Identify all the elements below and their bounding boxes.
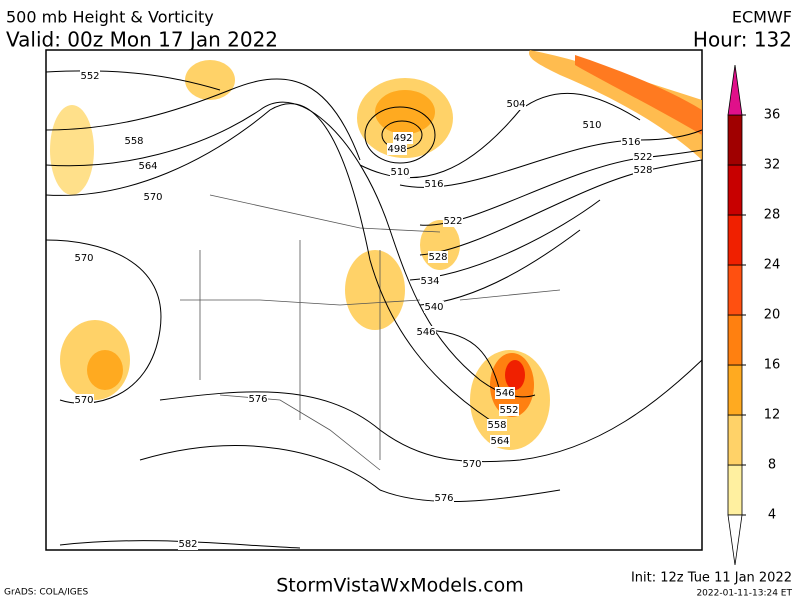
contour-label: 516 xyxy=(621,137,640,148)
contour-label: 516 xyxy=(424,179,443,190)
colorbar-tick-label: 8 xyxy=(768,458,776,473)
contour-label: 570 xyxy=(143,192,162,203)
contour-label: 570 xyxy=(74,253,93,264)
colorbar: 4 8 12 16 20 24 28 32 36 xyxy=(727,64,781,566)
contour-label-bg xyxy=(499,404,519,416)
borders xyxy=(180,194,561,471)
colorbar-tick-label: 4 xyxy=(768,508,776,523)
contour-label: 576 xyxy=(434,493,453,504)
contour-label: 510 xyxy=(582,120,601,131)
contour-label-bg xyxy=(178,538,198,550)
contour-label: 528 xyxy=(428,252,447,263)
contour-label-bg xyxy=(633,151,653,163)
colorbar-bin xyxy=(727,214,743,266)
contour-label-bg xyxy=(138,160,158,172)
contour-label-bg xyxy=(434,492,454,504)
contour-label: 504 xyxy=(506,99,525,110)
contour-label-bg xyxy=(633,164,653,176)
contour-label: 492 xyxy=(393,133,412,144)
colorbar-tick-label: 16 xyxy=(764,358,781,373)
contour-label-bg xyxy=(428,251,448,263)
contour-label: 522 xyxy=(633,152,652,163)
contour-label: 528 xyxy=(633,165,652,176)
contour-label-bg xyxy=(490,435,510,447)
colorbar-bin xyxy=(727,364,743,416)
contour-label-bg xyxy=(621,136,641,148)
colorbar-tick-label: 12 xyxy=(764,408,781,423)
contour-label-bg xyxy=(487,419,507,431)
map-title: 500 mb Height & Vorticity xyxy=(6,8,214,27)
contour-label-bg xyxy=(80,70,100,82)
forecast-hour: Hour: 132 xyxy=(693,28,792,52)
colorbar-bin xyxy=(727,464,743,516)
timestamp: 2022-01-11-13:24 ET xyxy=(696,589,792,599)
contour-label-bg xyxy=(124,135,144,147)
colorbar-bin xyxy=(727,414,743,466)
contour-label: 564 xyxy=(490,436,509,447)
contour-label-bg xyxy=(443,215,463,227)
colorbar-tick-label: 36 xyxy=(764,108,781,123)
contour-label-bg xyxy=(74,252,94,264)
contour-label: 570 xyxy=(74,395,93,406)
colorbar-tick-label: 24 xyxy=(764,258,781,273)
contour-label: 576 xyxy=(248,394,267,405)
contour-label-bg xyxy=(387,143,407,155)
colorbar-tick-label: 20 xyxy=(764,308,781,323)
colorbar-tick-label: 32 xyxy=(764,158,781,173)
colorbar-under xyxy=(727,514,743,566)
colorbar-tick-label: 28 xyxy=(764,208,781,223)
contour-label-bg xyxy=(420,275,440,287)
contour-label: 522 xyxy=(443,216,462,227)
contour-label: 552 xyxy=(499,405,518,416)
colorbar-bin xyxy=(727,164,743,216)
contour-label: 510 xyxy=(390,167,409,178)
contour-label: 546 xyxy=(495,388,514,399)
contour-label-bg xyxy=(506,98,526,110)
contour-label: 564 xyxy=(138,161,157,172)
colorbar-bin xyxy=(727,264,743,316)
software-credit: GrADS: COLA/IGES xyxy=(4,588,88,598)
map-area xyxy=(45,49,703,551)
valid-time: Valid: 00z Mon 17 Jan 2022 xyxy=(6,28,278,52)
contour-label-bg xyxy=(582,119,602,131)
contour-label-bg xyxy=(143,191,163,203)
contour-label: 546 xyxy=(416,327,435,338)
contour-label-bg xyxy=(393,132,413,144)
contour-label: 582 xyxy=(178,539,197,550)
model-name: ECMWF xyxy=(732,8,792,27)
contour-label-bg xyxy=(424,301,444,313)
colorbar-bin xyxy=(727,314,743,366)
contour-label: 558 xyxy=(487,420,506,431)
colorbar-bin xyxy=(727,114,743,166)
contour-label: 552 xyxy=(80,71,99,82)
contour-label-bg xyxy=(248,393,268,405)
contour-label: 540 xyxy=(424,302,443,313)
contour-label: 570 xyxy=(462,459,481,470)
contour-label-bg xyxy=(462,458,482,470)
contour-label: 498 xyxy=(387,144,406,155)
contour-label-bg xyxy=(416,326,436,338)
init-time: Init: 12z Tue 11 Jan 2022 xyxy=(631,571,792,586)
contour-label-bg xyxy=(74,394,94,406)
contour-label: 558 xyxy=(124,136,143,147)
contour-label-bg xyxy=(424,178,444,190)
contour-label: 534 xyxy=(420,276,439,287)
site-name: StormVistaWxModels.com xyxy=(276,575,524,597)
contour-label-bg xyxy=(390,166,410,178)
vorticity-shading xyxy=(50,50,702,450)
colorbar-over xyxy=(727,64,743,116)
contour-label-bg xyxy=(495,387,515,399)
